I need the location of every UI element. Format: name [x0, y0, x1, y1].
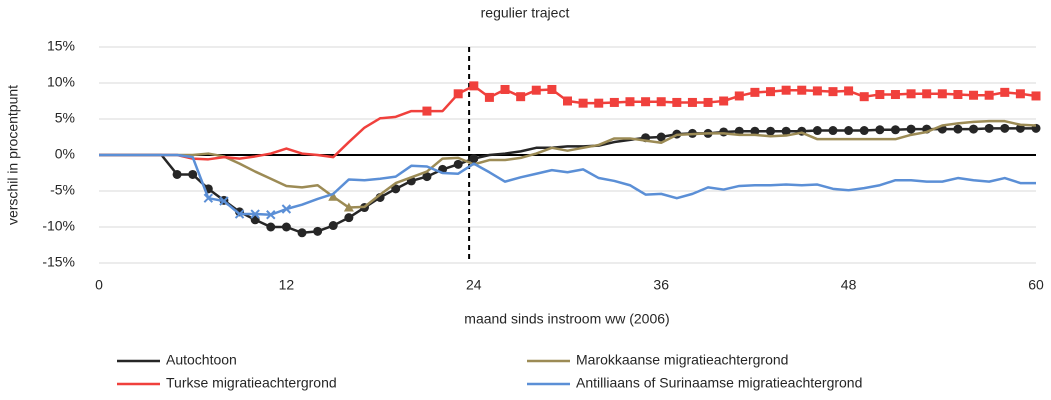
point — [609, 97, 619, 107]
point — [890, 90, 900, 100]
point — [828, 87, 838, 97]
point — [1000, 87, 1010, 97]
point — [422, 106, 432, 116]
legend-label: Antilliaans of Surinaamse migratieachter… — [576, 375, 862, 391]
point — [750, 87, 760, 97]
point — [922, 89, 932, 99]
point — [859, 126, 869, 136]
point — [578, 98, 588, 108]
point — [484, 92, 494, 102]
legend-label: Marokkaanse migratieachtergrond — [576, 352, 788, 368]
point — [703, 97, 713, 107]
point — [297, 228, 307, 238]
point — [547, 84, 557, 94]
point — [734, 91, 744, 101]
y-tick-label: 5% — [55, 110, 75, 126]
point — [844, 86, 854, 96]
point — [828, 126, 838, 136]
x-tick-label: 36 — [653, 277, 669, 293]
point — [984, 123, 994, 133]
y-tick-label: 10% — [47, 74, 75, 90]
point — [391, 184, 401, 194]
point — [500, 84, 510, 94]
y-axis-label: verschil in procentpunt — [5, 85, 21, 225]
point — [844, 126, 854, 136]
point — [969, 124, 979, 134]
point — [641, 97, 651, 107]
y-tick-label: -15% — [42, 254, 75, 270]
point — [594, 98, 604, 108]
point — [812, 126, 822, 136]
point — [1031, 91, 1041, 101]
point — [781, 126, 791, 136]
point — [781, 85, 791, 95]
point — [343, 202, 354, 212]
point — [531, 85, 541, 95]
x-tick-label: 12 — [279, 277, 295, 293]
point — [344, 213, 354, 223]
point — [250, 209, 260, 219]
point — [984, 90, 994, 100]
point — [890, 125, 900, 135]
series-line — [99, 119, 1037, 209]
point — [516, 92, 526, 102]
point — [672, 97, 682, 107]
point — [859, 92, 869, 102]
point — [937, 89, 947, 99]
point — [266, 210, 276, 220]
chart-title: regulier traject — [481, 5, 570, 21]
point — [313, 226, 323, 236]
point — [469, 81, 479, 91]
point — [281, 204, 292, 214]
point — [219, 196, 229, 206]
point — [906, 124, 916, 134]
point — [875, 125, 885, 135]
point — [656, 132, 666, 142]
point — [203, 193, 214, 203]
point — [188, 169, 198, 179]
x-tick-label: 24 — [466, 277, 482, 293]
point — [969, 90, 979, 100]
x-tick-label: 0 — [95, 277, 103, 293]
point — [453, 159, 463, 169]
point — [766, 87, 776, 97]
x-axis-label: maand sinds instroom ww (2006) — [464, 311, 669, 327]
point — [656, 97, 666, 107]
point — [563, 96, 572, 106]
y-tick-label: -10% — [42, 218, 75, 234]
point — [1015, 89, 1025, 99]
point — [766, 126, 776, 136]
point — [469, 154, 479, 164]
point — [422, 172, 432, 182]
point — [953, 90, 963, 100]
x-tick-label: 60 — [1028, 277, 1044, 293]
legend-label: Turkse migratieachtergrond — [166, 375, 337, 391]
point — [906, 89, 916, 99]
point — [281, 222, 291, 232]
point — [266, 222, 276, 232]
x-tick-label: 48 — [841, 277, 857, 293]
point — [750, 126, 760, 136]
point — [719, 96, 729, 106]
point — [953, 124, 963, 134]
point — [234, 209, 245, 219]
point — [875, 90, 885, 100]
point — [719, 127, 729, 137]
y-tick-label: 15% — [47, 38, 75, 54]
point — [172, 169, 182, 179]
point — [1000, 123, 1010, 133]
point — [797, 85, 807, 95]
point — [625, 97, 635, 107]
point — [328, 191, 339, 201]
point — [328, 221, 338, 231]
y-tick-label: 0% — [55, 146, 75, 162]
legend-label: Autochtoon — [166, 352, 237, 368]
point — [687, 97, 697, 107]
point — [812, 86, 822, 96]
y-tick-label: -5% — [50, 182, 75, 198]
point — [453, 89, 463, 99]
